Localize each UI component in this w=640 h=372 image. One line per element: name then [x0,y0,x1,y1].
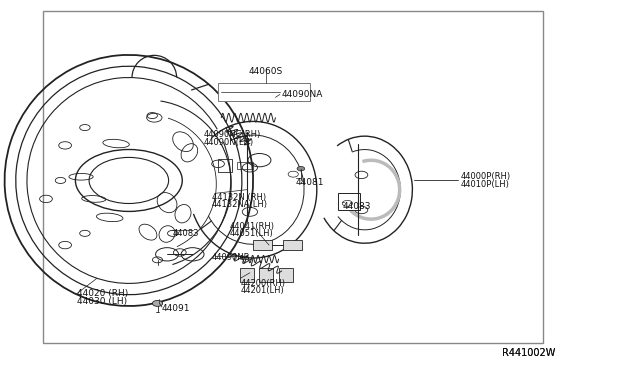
Text: R441002W: R441002W [502,348,555,358]
Text: 44051(LH): 44051(LH) [230,230,273,238]
Bar [259,268,273,282]
Text: R441002W: R441002W [502,348,555,358]
Text: 44081: 44081 [296,178,324,187]
Bar [278,268,292,282]
Bar [43,11,543,343]
Text: 44041(RH): 44041(RH) [230,222,275,231]
Bar [253,240,272,250]
Text: 44132N (RH): 44132N (RH) [212,193,266,202]
Text: 44000P(RH): 44000P(RH) [460,172,510,181]
Text: 44090NB: 44090NB [212,253,250,263]
Text: 44200(RH): 44200(RH) [241,279,285,288]
Bar [218,159,232,172]
Text: 44010P(LH): 44010P(LH) [460,180,509,189]
Bar [241,268,254,282]
Text: 44060S: 44060S [249,67,283,76]
Text: 44083: 44083 [342,202,371,211]
Text: 44091: 44091 [162,304,191,313]
Bar [283,240,302,250]
Bar [237,162,253,169]
Circle shape [152,301,163,307]
Text: 44201(LH): 44201(LH) [241,286,284,295]
Bar [338,193,360,210]
Text: 44083: 44083 [172,229,198,238]
Circle shape [297,166,305,171]
Text: 44090N(LH): 44090N(LH) [204,138,254,147]
Text: 44132NA(LH): 44132NA(LH) [212,200,268,209]
Text: 44020 (RH): 44020 (RH) [77,289,128,298]
Bar [218,83,310,101]
Text: 44090NC(RH): 44090NC(RH) [204,130,261,139]
Text: 44030 (LH): 44030 (LH) [77,297,127,306]
Text: 44090NA: 44090NA [282,90,323,99]
